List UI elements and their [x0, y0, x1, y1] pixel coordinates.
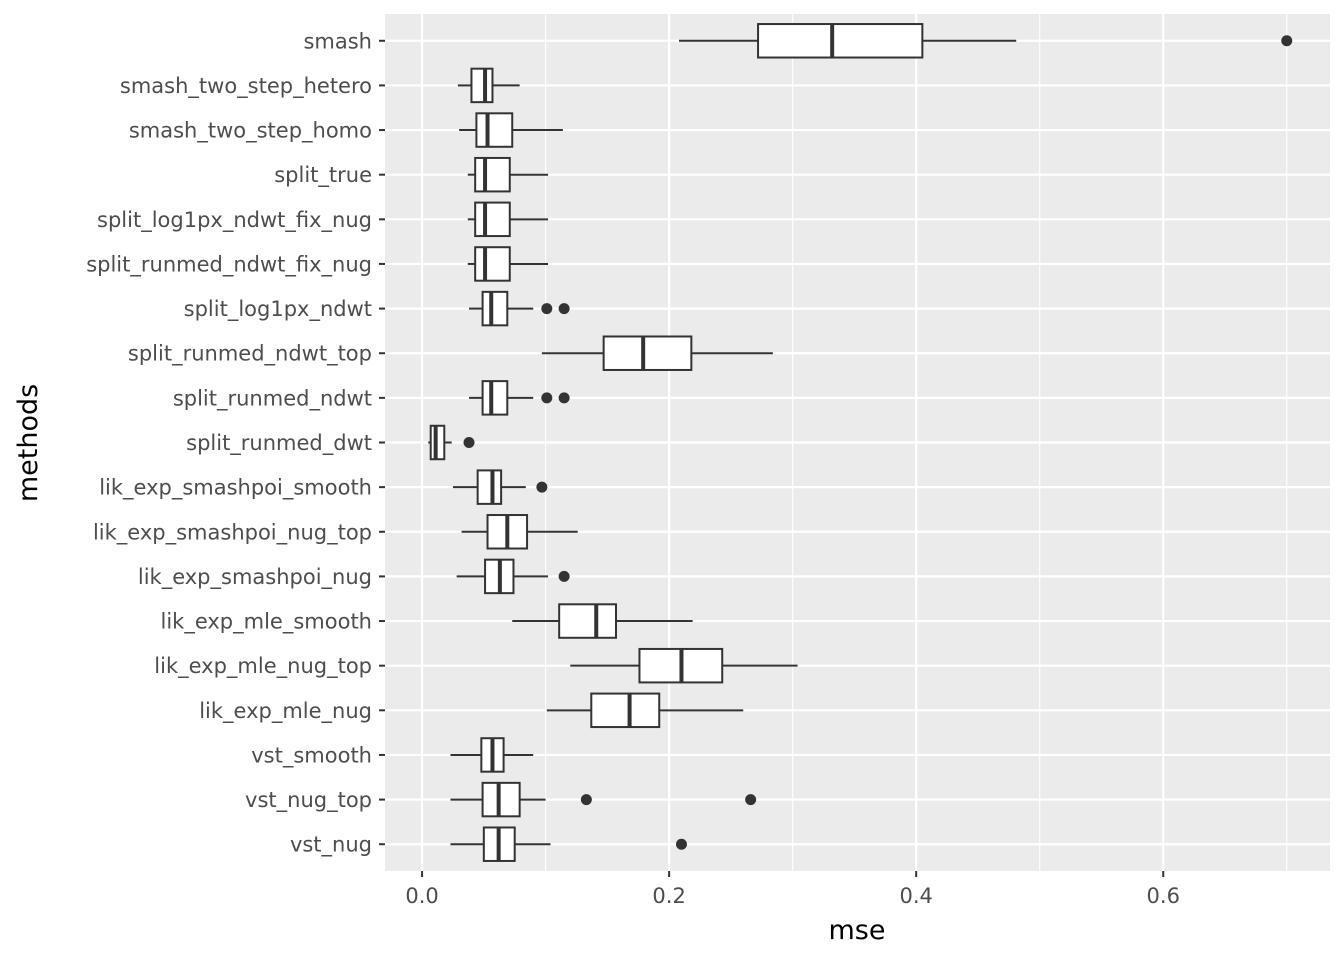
x-axis-title: mse	[829, 915, 886, 946]
box-split_true	[467, 156, 549, 193]
y-tick-label: vst_nug_top	[245, 788, 372, 813]
y-tick-label: split_log1px_ndwt	[184, 297, 372, 322]
iqr-box	[481, 380, 509, 416]
outlier-point	[536, 481, 548, 493]
outlier-point	[541, 392, 553, 404]
y-tick-label: split_runmed_ndwt_fix_nug	[86, 252, 372, 277]
iqr-box	[757, 23, 924, 59]
box-vst_nug	[450, 826, 687, 862]
box-split_runmed_ndwt_fix_nug	[467, 246, 549, 282]
box-vst_nug_top	[450, 781, 757, 818]
x-axis: 0.0 0.2 0.4 0.6	[405, 871, 1180, 908]
outlier-point	[463, 437, 475, 448]
y-tick-label: split_runmed_ndwt	[173, 386, 372, 411]
y-tick-label: lik_exp_smashpoi_nug_top	[93, 520, 372, 545]
y-tick-label: lik_exp_mle_nug_top	[154, 654, 372, 679]
iqr-box	[481, 290, 509, 327]
y-tick-label: split_true	[274, 163, 372, 188]
outlier-point	[745, 794, 757, 806]
box-smash_two_step_hetero	[457, 67, 520, 104]
iqr-box	[475, 112, 514, 148]
y-tick-label: smash	[303, 29, 372, 53]
x-tick-label: 0.0	[405, 884, 438, 908]
box-split_runmed_ndwt_top	[541, 335, 773, 371]
y-tick-label: lik_exp_smashpoi_nug	[138, 565, 372, 590]
y-tick-label: split_runmed_dwt	[186, 431, 372, 456]
y-tick-label: smash_two_step_homo	[129, 119, 372, 144]
iqr-box	[474, 201, 511, 238]
box-lik_exp_mle_nug_top	[570, 647, 798, 684]
outlier-point	[558, 392, 570, 404]
outlier-point	[558, 570, 570, 582]
box-split_runmed_ndwt	[469, 380, 570, 416]
x-tick-label: 0.6	[1147, 884, 1180, 908]
y-tick-label: vst_nug	[290, 833, 372, 858]
box-split_log1px_ndwt_fix_nug	[467, 201, 549, 238]
outlier-point	[541, 303, 553, 315]
box-lik_exp_smashpoi_nug_top	[461, 514, 578, 550]
iqr-box	[558, 603, 617, 639]
x-tick-label: 0.4	[899, 884, 932, 908]
y-tick-label: lik_exp_mle_nug	[199, 699, 372, 724]
iqr-box	[590, 692, 661, 729]
y-tick-label: split_runmed_ndwt_top	[128, 342, 372, 367]
outlier-point	[675, 838, 687, 850]
box-lik_exp_smashpoi_smooth	[452, 469, 548, 505]
iqr-box	[470, 67, 494, 104]
y-tick-label: lik_exp_smashpoi_smooth	[99, 476, 372, 501]
outlier-point	[580, 794, 592, 806]
iqr-box	[474, 156, 511, 193]
y-tick-label: lik_exp_mle_smooth	[161, 610, 373, 635]
box-lik_exp_mle_smooth	[512, 603, 693, 639]
y-tick-label: split_log1px_ndwt_fix_nug	[97, 208, 372, 233]
box-split_runmed_dwt	[428, 424, 475, 461]
iqr-box	[476, 469, 503, 505]
box-smash	[679, 23, 1293, 59]
box-series	[428, 23, 1293, 862]
x-tick-label: 0.2	[652, 884, 685, 908]
outlier-point	[1281, 35, 1293, 47]
y-tick-label: vst_smooth	[251, 743, 372, 768]
y-axis: smash smash_two_step_hetero smash_two_step…	[86, 29, 385, 858]
major-gridlines	[385, 14, 1330, 871]
box-lik_exp_mle_nug	[546, 692, 744, 729]
iqr-box	[474, 246, 511, 282]
iqr-box	[602, 335, 693, 371]
box-smash_two_step_homo	[459, 112, 563, 148]
outlier-point	[558, 303, 570, 315]
y-tick-label: smash_two_step_hetero	[120, 74, 372, 99]
y-axis-title: methods	[13, 384, 44, 502]
box-split_log1px_ndwt	[469, 290, 570, 327]
box-lik_exp_smashpoi_nug	[456, 558, 570, 595]
iqr-box	[481, 781, 521, 818]
box-vst_smooth	[450, 737, 534, 773]
